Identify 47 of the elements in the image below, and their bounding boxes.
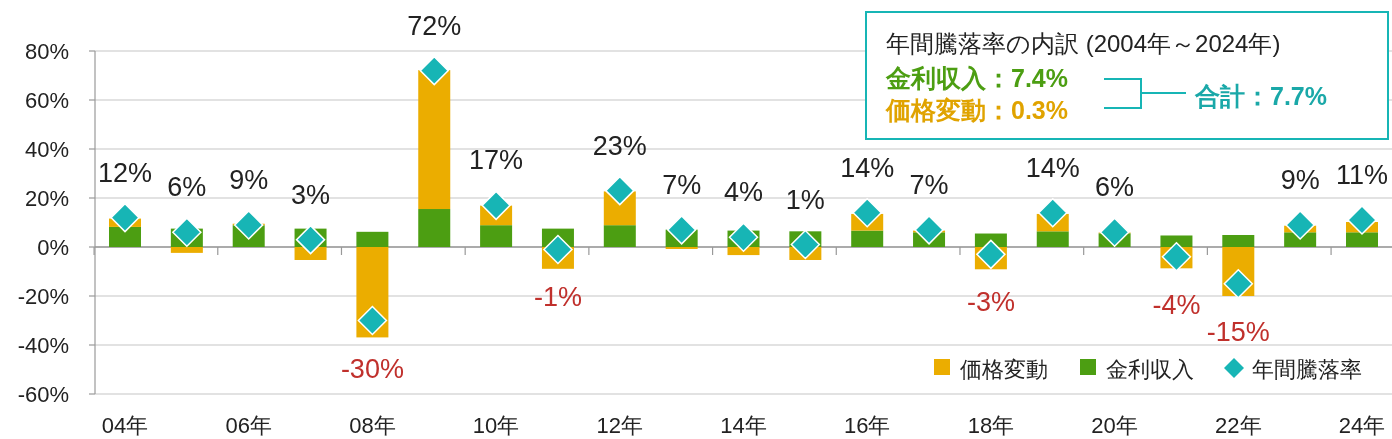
y-tick-label: -40% <box>17 333 69 358</box>
x-tick-label: 20年 <box>1091 413 1138 438</box>
annotation: 年間騰落率の内訳 (2004年～2024年) <box>886 30 1281 57</box>
data-label: -1% <box>533 282 582 313</box>
x-tick-label: 14年 <box>720 413 767 438</box>
data-label: -15% <box>1206 316 1270 347</box>
data-label: 17% <box>469 145 524 176</box>
y-tick-label: 40% <box>24 137 69 162</box>
data-label: 3% <box>291 179 331 210</box>
x-tick-label: 04年 <box>101 413 149 438</box>
x-tick-label: 06年 <box>225 413 272 438</box>
data-label: 72% <box>407 10 462 41</box>
data-label: 6% <box>1095 172 1135 203</box>
data-label: 6% <box>167 172 207 203</box>
annotation: 金利収入：7.4% <box>885 64 1068 92</box>
annotation: 合計：7.7% <box>1194 82 1327 110</box>
x-tick-label: 10年 <box>472 413 520 438</box>
y-tick-label: 60% <box>24 88 69 113</box>
data-label: 12% <box>97 157 153 188</box>
x-tick-label: 16年 <box>843 413 891 438</box>
data-label: 11% <box>1335 160 1389 191</box>
x-tick-label: 12年 <box>596 413 644 438</box>
data-label: -30% <box>340 353 404 384</box>
data-label: 14% <box>1025 152 1080 183</box>
data-label: 9% <box>1280 164 1320 195</box>
x-tick-label: 24年 <box>1338 413 1386 438</box>
x-tick-label: 18年 <box>967 413 1015 438</box>
data-label: 1% <box>785 184 825 215</box>
data-label: 7% <box>909 169 949 200</box>
y-tick-label: 20% <box>24 186 69 211</box>
legend-label: 価格変動 <box>960 357 1048 382</box>
y-tick-label: 0% <box>37 235 69 260</box>
y-tick-label: -20% <box>17 284 69 309</box>
data-label: 23% <box>592 130 647 161</box>
data-label: 7% <box>662 169 702 200</box>
x-tick-label: 22年 <box>1215 413 1262 438</box>
data-label: -3% <box>966 287 1015 318</box>
y-tick-label: 80% <box>24 39 69 64</box>
data-label: 4% <box>723 177 764 208</box>
x-tick-label: 08年 <box>349 413 396 438</box>
legend-label: 年間騰落率 <box>1252 357 1362 382</box>
legend-label: 金利収入 <box>1106 357 1194 382</box>
data-label: 9% <box>229 164 269 195</box>
annotation: 価格変動：0.3% <box>885 96 1068 124</box>
data-label: 14% <box>840 152 895 183</box>
y-tick-label: -60% <box>17 382 69 407</box>
data-label: -4% <box>1152 289 1201 320</box>
